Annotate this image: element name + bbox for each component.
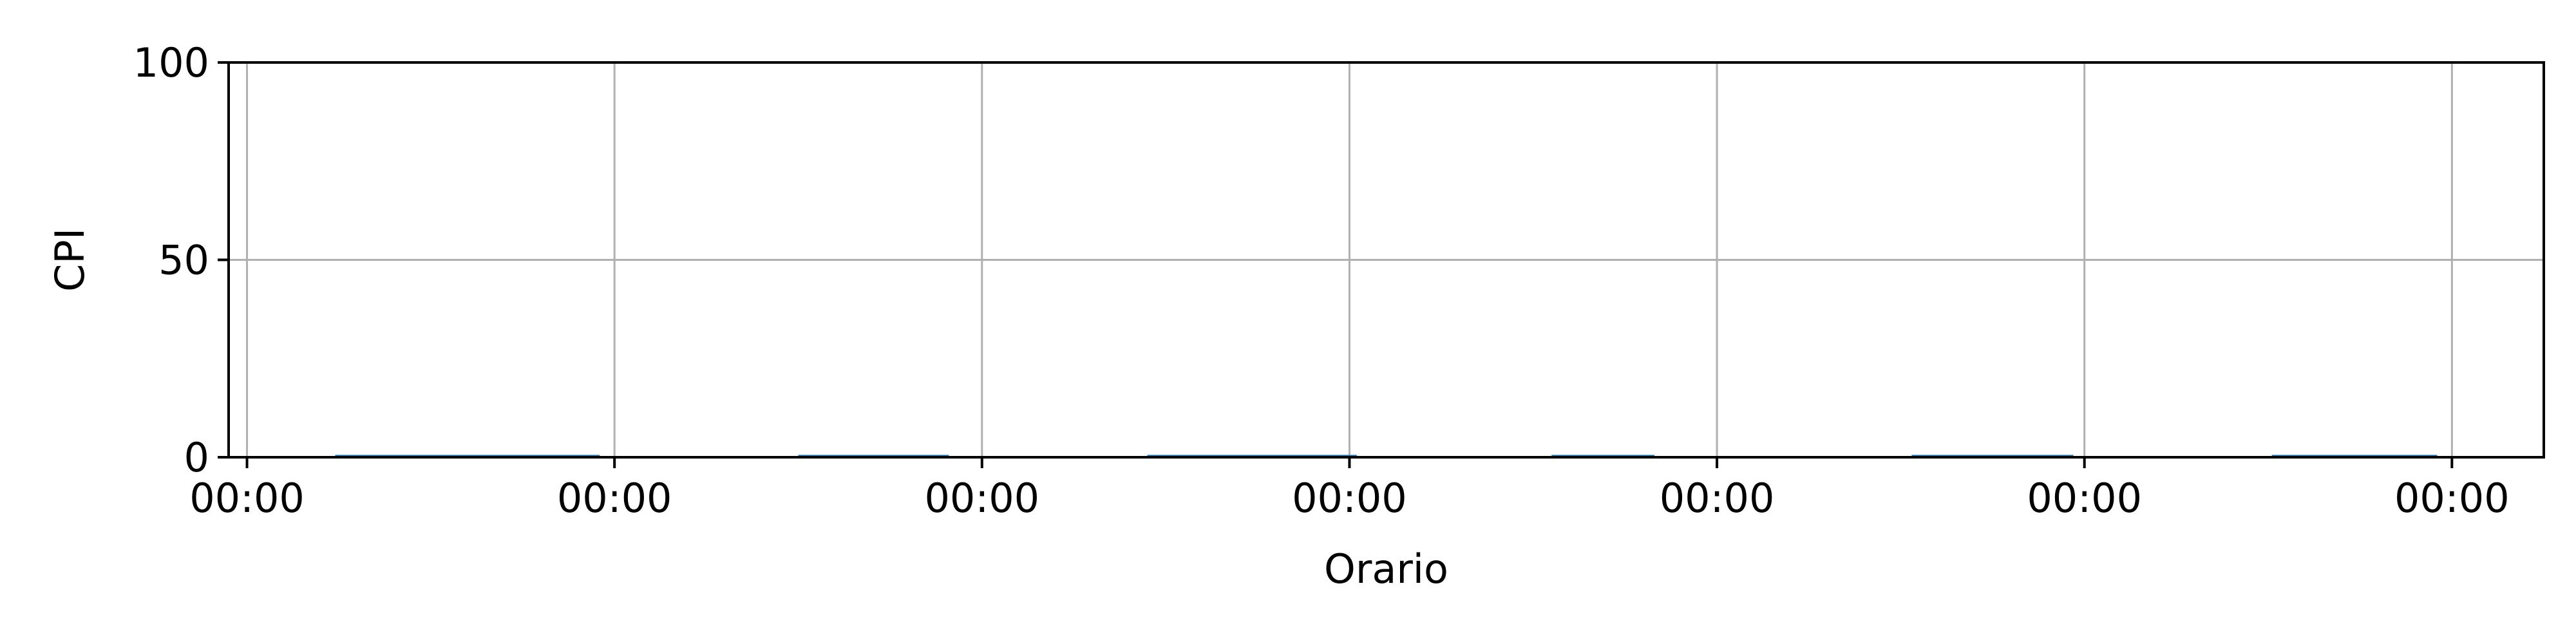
ticks-layer: 00:00 00:00 00:00 00:00 00:00 00:00 00:0005010… xyxy=(133,39,2510,522)
x-axis-label: Orario xyxy=(1324,545,1448,592)
y-tick-label: 100 xyxy=(133,39,209,86)
x-tick-label: 00:00 xyxy=(924,475,1039,522)
y-tick-label: 50 xyxy=(158,237,209,284)
grid-layer xyxy=(229,61,2544,459)
x-tick-label: 00:00 xyxy=(2027,475,2142,522)
x-tick-label: 00:00 xyxy=(1660,475,1775,522)
x-tick-label: 00:00 xyxy=(557,475,672,522)
x-tick-label: 00:00 xyxy=(189,475,305,522)
y-axis-label: CPI xyxy=(46,228,93,292)
x-tick-label: 00:00 xyxy=(2394,475,2510,522)
y-tick-label: 0 xyxy=(184,434,209,481)
x-tick-label: 00:00 xyxy=(1292,475,1407,522)
